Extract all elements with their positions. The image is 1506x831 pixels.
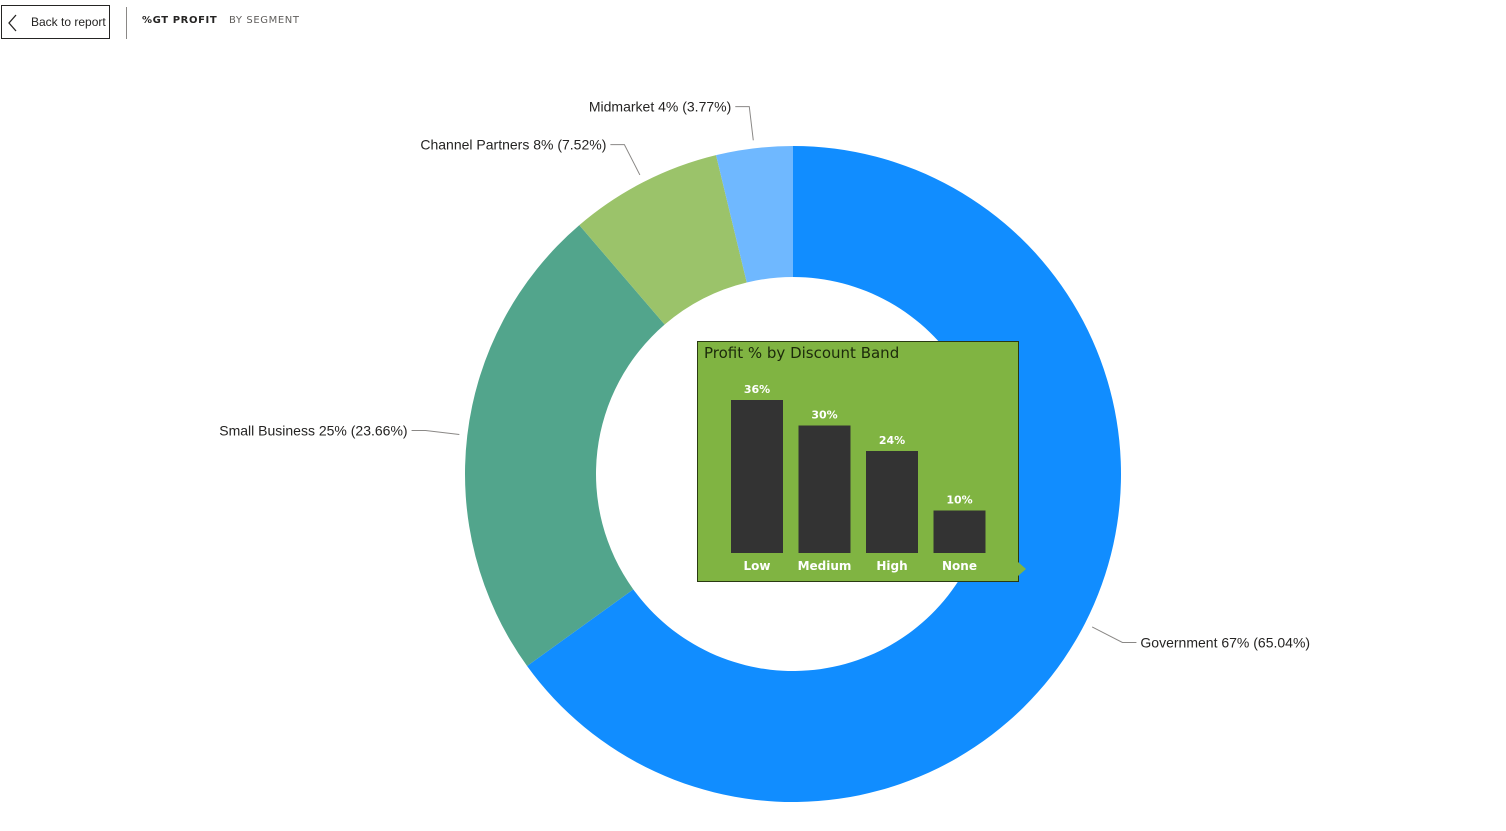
donut-slice-midmarket[interactable] (716, 146, 793, 283)
header-divider (126, 7, 127, 39)
back-to-report-button[interactable]: Back to report (1, 5, 110, 39)
chevron-left-icon (8, 14, 17, 32)
donut-slice-government[interactable] (527, 146, 1121, 803)
tooltip-chart-title: Profit % by Discount Band (704, 344, 900, 362)
bar-low[interactable] (731, 400, 783, 553)
donut-slice-channel-partners[interactable] (579, 155, 747, 325)
bar-value-label: 10% (946, 494, 972, 507)
back-to-report-label: Back to report (31, 15, 106, 29)
bar-value-label: 36% (744, 383, 770, 396)
slice-label-channel-partners: Channel Partners 8% (7.52%) (420, 137, 606, 153)
bar-medium[interactable] (798, 425, 851, 554)
tooltip-bar-chart: 36% Low 30% Medium 24% High 10% None (731, 383, 986, 573)
slice-label-government: Government 67% (65.04%) (1140, 634, 1310, 650)
leader-line-channel-partners (610, 144, 641, 176)
bar-none[interactable] (933, 510, 986, 554)
bar-category-label: Medium (798, 559, 852, 573)
bar-high[interactable] (866, 451, 918, 553)
bar-category-label: High (876, 559, 907, 573)
breadcrumb-measure: %GT PROFIT (142, 15, 218, 26)
bar-category-label: Low (744, 559, 771, 573)
slice-label-midmarket: Midmarket 4% (3.77%) (589, 99, 731, 115)
leader-line-midmarket (735, 106, 754, 141)
bar-category-label: None (942, 559, 977, 573)
breadcrumb-dimension: BY SEGMENT (229, 15, 300, 26)
bar-value-label: 30% (811, 409, 837, 422)
bar-value-label: 24% (879, 434, 905, 447)
tooltip-panel: Profit % by Discount Band 36% Low 30% Mediu… (697, 341, 1019, 582)
leader-line-small-business (411, 429, 460, 435)
donut-slice-small-business[interactable] (465, 225, 665, 667)
slice-label-small-business: Small Business 25% (23.66%) (219, 422, 407, 438)
leader-line-government (1091, 626, 1137, 643)
tooltip-pointer (1018, 562, 1026, 576)
